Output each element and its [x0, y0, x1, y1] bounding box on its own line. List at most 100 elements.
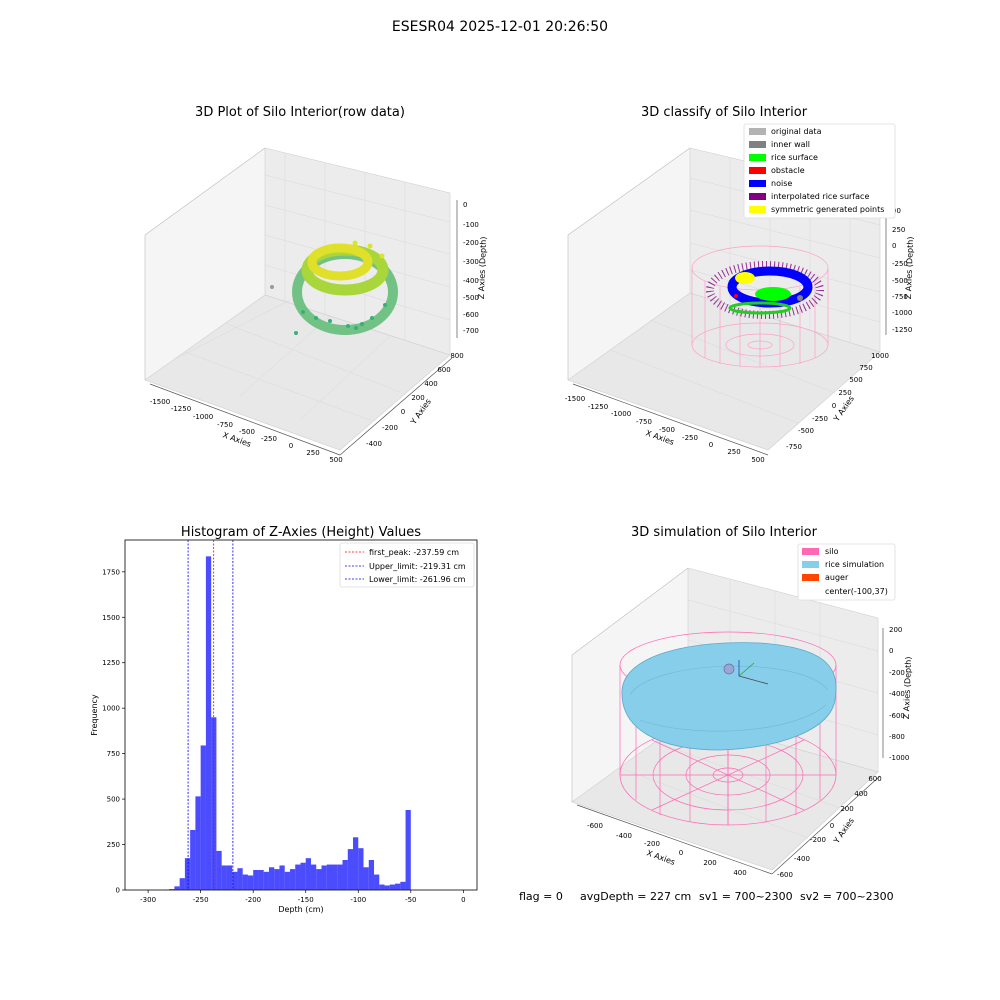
- histogram-bar: [274, 869, 280, 890]
- histogram-ytick-label: 750: [107, 750, 120, 758]
- histogram-ytick-label: 1500: [102, 614, 120, 622]
- footer-avg-depth: avgDepth = 227 cm: [580, 890, 691, 903]
- svg-text:-700: -700: [463, 327, 479, 335]
- histogram-xtick-label: -250: [193, 896, 209, 904]
- svg-text:0: 0: [679, 849, 683, 857]
- legend-label-inner-wall: inner wall: [771, 140, 810, 149]
- svg-text:200: 200: [840, 805, 853, 813]
- simulation-legend: silo rice simulation auger center(-100,3…: [797, 543, 896, 601]
- svg-text:-750: -750: [217, 421, 233, 429]
- panel-raw-3d: 3D Plot of Silo Interior(row data): [144, 105, 488, 464]
- svg-text:-600: -600: [587, 822, 603, 830]
- legend-swatch-noise: [749, 180, 766, 187]
- legend-label-symmetric: symmetric generated points: [771, 205, 884, 214]
- classify-legend: original data inner wall rice surface ob…: [743, 123, 896, 219]
- histogram-bar: [247, 875, 254, 890]
- histogram-bar: [358, 848, 364, 890]
- histogram-xtick-label: -200: [245, 896, 261, 904]
- histogram-ytick-label: 1750: [102, 568, 120, 576]
- raw-point-cloud: [270, 240, 398, 335]
- histogram-bar: [226, 865, 233, 890]
- legend-label-center: center(-100,37): [825, 587, 888, 596]
- histogram-xtick-label: -100: [350, 896, 366, 904]
- legend-swatch-auger: [802, 574, 819, 581]
- histogram-bar: [389, 884, 396, 890]
- svg-text:-1000: -1000: [193, 413, 213, 421]
- legend-swatch-inner-wall: [749, 141, 766, 148]
- histogram-bar: [310, 864, 317, 890]
- legend-label-obstacle: obstacle: [771, 166, 805, 175]
- svg-text:00: 00: [892, 207, 901, 215]
- legend-label-noise: noise: [771, 179, 792, 188]
- panel-simulation-3d: 3D simulation of Silo Interior: [571, 525, 913, 879]
- svg-text:250: 250: [306, 449, 319, 457]
- svg-text:600: 600: [868, 775, 881, 783]
- svg-text:0: 0: [289, 442, 293, 450]
- histogram-xtick-label: -300: [140, 896, 156, 904]
- histogram-bar: [232, 871, 238, 890]
- svg-text:-250: -250: [892, 260, 908, 268]
- svg-text:-600: -600: [463, 311, 479, 319]
- legend-first-peak: first_peak: -237.59 cm: [369, 548, 459, 557]
- svg-text:-400: -400: [616, 832, 632, 840]
- svg-text:-1500: -1500: [150, 398, 170, 406]
- histogram-bar: [374, 874, 380, 890]
- legend-swatch-obstacle: [749, 167, 766, 174]
- histogram-bar: [195, 796, 201, 890]
- svg-text:200: 200: [411, 394, 424, 402]
- histogram-bar: [368, 860, 375, 890]
- svg-text:-500: -500: [463, 294, 479, 302]
- histogram-bar: [337, 864, 343, 890]
- histogram-ytick-label: 250: [107, 841, 120, 849]
- svg-text:-200: -200: [644, 840, 660, 848]
- svg-text:-800: -800: [889, 733, 905, 741]
- legend-label-rice-surface: rice surface: [771, 153, 818, 162]
- histogram-bar: [221, 865, 227, 890]
- svg-text:250: 250: [892, 226, 905, 234]
- svg-text:-500: -500: [239, 428, 255, 436]
- svg-text:400: 400: [854, 790, 867, 798]
- histogram-bar: [258, 870, 264, 890]
- histogram-title: Histogram of Z-Axies (Height) Values: [181, 525, 421, 540]
- simulation-xlabel: X Axies: [645, 848, 676, 867]
- svg-text:-100: -100: [463, 221, 479, 229]
- svg-text:-250: -250: [682, 434, 698, 442]
- svg-text:0: 0: [709, 441, 713, 449]
- legend-label-rice-simulation: rice simulation: [825, 560, 884, 569]
- svg-text:-1000: -1000: [611, 410, 631, 418]
- svg-text:-400: -400: [794, 855, 810, 863]
- svg-text:-200: -200: [810, 836, 826, 844]
- histogram-bar: [190, 830, 196, 890]
- svg-text:-750: -750: [786, 443, 802, 451]
- histogram-bar: [405, 810, 411, 890]
- figure-suptitle: ESESR04 2025-12-01 20:26:50: [392, 19, 608, 35]
- classify-point-cloud: [706, 261, 824, 319]
- histogram-bar: [395, 883, 401, 890]
- svg-text:0: 0: [889, 647, 893, 655]
- histogram-bar: [384, 885, 390, 890]
- svg-text:-750: -750: [636, 418, 652, 426]
- legend-swatch-interpolated: [749, 193, 766, 200]
- svg-text:-1250: -1250: [588, 403, 608, 411]
- legend-swatch-rice-simulation: [802, 561, 819, 568]
- legend-label-silo: silo: [825, 547, 839, 556]
- histogram-bar: [289, 869, 296, 890]
- histogram-xtick-label: -150: [298, 896, 314, 904]
- raw-zlabel: Z Axies (Depth): [477, 236, 488, 299]
- simulation-axis-ticks: -600 -400 -200 0 200 400 -600 -400 -200 …: [587, 626, 909, 879]
- legend-swatch-original-data: [749, 128, 766, 135]
- svg-text:-300: -300: [463, 258, 479, 266]
- histogram-bar: [300, 862, 306, 890]
- svg-text:0: 0: [892, 242, 896, 250]
- svg-text:-400: -400: [889, 690, 905, 698]
- svg-text:500: 500: [751, 456, 764, 464]
- svg-text:1000: 1000: [871, 352, 889, 360]
- raw-axes-box: [144, 147, 458, 456]
- histogram-bar: [284, 871, 290, 890]
- panel-raw-title: 3D Plot of Silo Interior(row data): [195, 105, 405, 120]
- histogram-bar: [263, 871, 269, 890]
- histogram-ytick-label: 1000: [102, 705, 120, 713]
- histogram-bar: [305, 858, 311, 890]
- histogram-ytick-label: 0: [116, 887, 120, 895]
